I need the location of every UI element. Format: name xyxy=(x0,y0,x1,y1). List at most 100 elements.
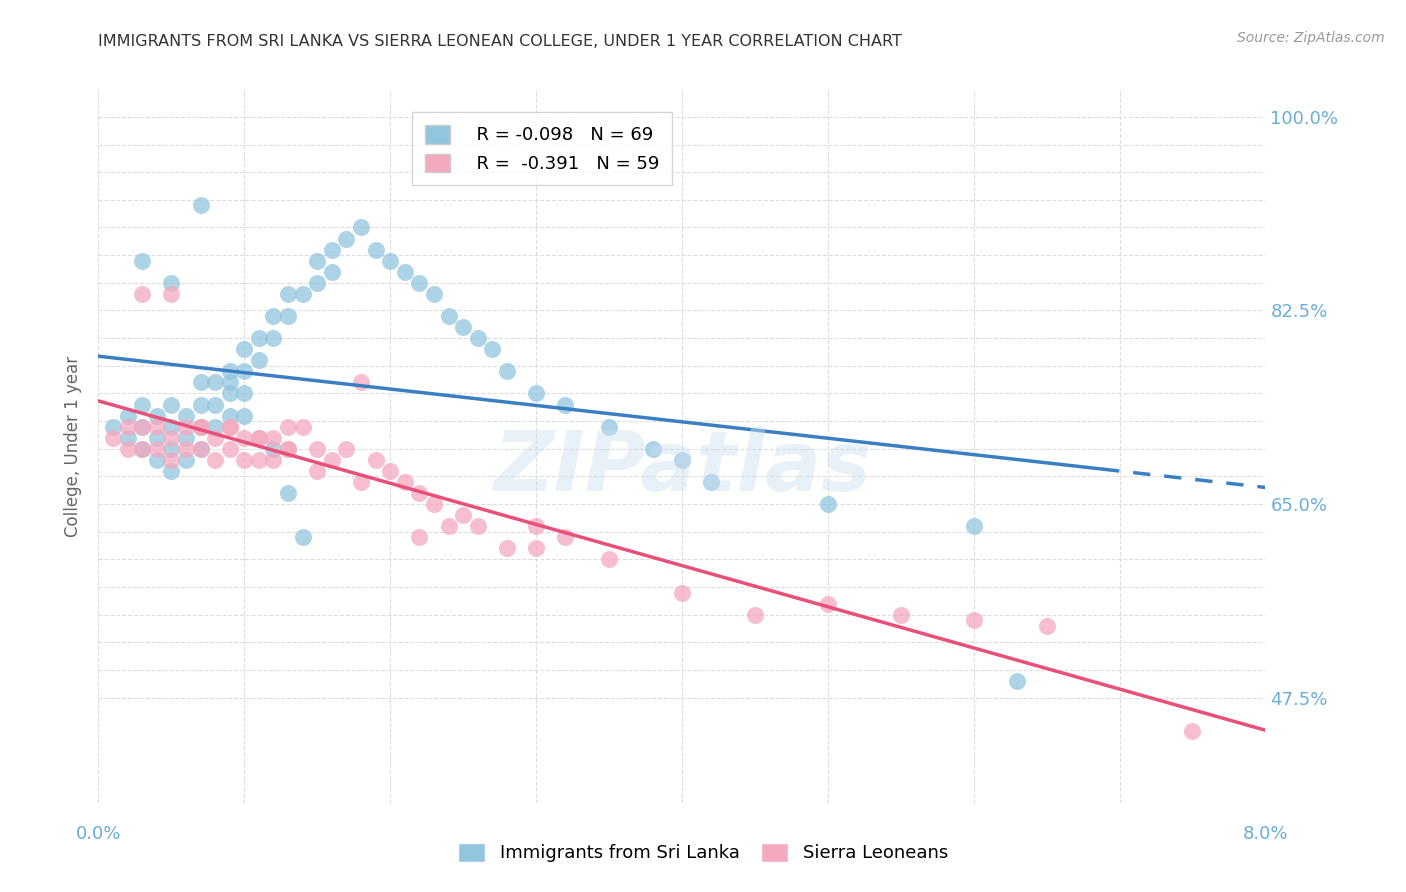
Point xyxy=(146,419,169,434)
Point xyxy=(174,453,197,467)
Point xyxy=(962,519,984,533)
Text: ZIPatlas: ZIPatlas xyxy=(494,427,870,508)
Point xyxy=(131,397,153,411)
Point xyxy=(277,442,299,456)
Point xyxy=(117,409,139,423)
Point xyxy=(524,541,547,556)
Point xyxy=(335,231,357,245)
Point xyxy=(744,607,766,622)
Point xyxy=(218,419,240,434)
Point xyxy=(174,409,197,423)
Legend:   R = -0.098   N = 69,   R =  -0.391   N = 59: R = -0.098 N = 69, R = -0.391 N = 59 xyxy=(412,112,672,186)
Point xyxy=(524,519,547,533)
Point xyxy=(962,613,984,627)
Point xyxy=(335,442,357,456)
Point xyxy=(671,453,693,467)
Point xyxy=(131,419,153,434)
Point xyxy=(277,309,299,323)
Point xyxy=(350,220,373,235)
Point xyxy=(233,431,256,445)
Point xyxy=(146,442,169,456)
Point xyxy=(160,276,183,290)
Legend: Immigrants from Sri Lanka, Sierra Leoneans: Immigrants from Sri Lanka, Sierra Leonea… xyxy=(451,836,955,870)
Point xyxy=(307,442,329,456)
Point xyxy=(1181,723,1204,738)
Point xyxy=(160,431,183,445)
Point xyxy=(481,342,503,356)
Point xyxy=(160,453,183,467)
Point xyxy=(307,276,329,290)
Point xyxy=(1035,619,1057,633)
Point xyxy=(218,364,240,378)
Point xyxy=(817,497,839,511)
Point xyxy=(307,464,329,478)
Text: Source: ZipAtlas.com: Source: ZipAtlas.com xyxy=(1237,31,1385,45)
Point xyxy=(380,253,402,268)
Point xyxy=(204,397,226,411)
Point xyxy=(204,431,226,445)
Point xyxy=(174,431,197,445)
Point xyxy=(247,353,270,368)
Point xyxy=(277,419,299,434)
Point xyxy=(467,519,489,533)
Point xyxy=(218,386,240,401)
Point xyxy=(380,464,402,478)
Text: 0.0%: 0.0% xyxy=(76,825,121,843)
Point xyxy=(233,364,256,378)
Point xyxy=(554,397,576,411)
Point xyxy=(190,376,212,390)
Point xyxy=(700,475,723,489)
Point xyxy=(117,431,139,445)
Point xyxy=(174,419,197,434)
Point xyxy=(890,607,912,622)
Point xyxy=(554,530,576,544)
Point xyxy=(190,419,212,434)
Point xyxy=(451,508,474,523)
Point xyxy=(321,265,343,279)
Point xyxy=(204,453,226,467)
Point xyxy=(160,419,183,434)
Point xyxy=(233,409,256,423)
Point xyxy=(307,253,329,268)
Point xyxy=(190,442,212,456)
Point xyxy=(291,419,314,434)
Point xyxy=(277,442,299,456)
Point xyxy=(160,397,183,411)
Point xyxy=(1007,674,1029,689)
Point xyxy=(364,243,387,257)
Point xyxy=(321,453,343,467)
Point xyxy=(160,464,183,478)
Point xyxy=(598,552,620,566)
Point xyxy=(262,453,284,467)
Point xyxy=(190,442,212,456)
Point xyxy=(277,486,299,500)
Point xyxy=(423,497,446,511)
Point xyxy=(131,419,153,434)
Point xyxy=(117,442,139,456)
Point xyxy=(204,376,226,390)
Point xyxy=(408,486,430,500)
Point xyxy=(364,453,387,467)
Point xyxy=(131,286,153,301)
Point xyxy=(262,331,284,345)
Text: IMMIGRANTS FROM SRI LANKA VS SIERRA LEONEAN COLLEGE, UNDER 1 YEAR CORRELATION CH: IMMIGRANTS FROM SRI LANKA VS SIERRA LEON… xyxy=(98,34,903,49)
Point xyxy=(174,442,197,456)
Point xyxy=(291,286,314,301)
Point xyxy=(160,286,183,301)
Point xyxy=(190,397,212,411)
Point xyxy=(467,331,489,345)
Point xyxy=(437,309,460,323)
Point xyxy=(190,198,212,212)
Point xyxy=(247,431,270,445)
Point xyxy=(247,453,270,467)
Point xyxy=(408,276,430,290)
Point xyxy=(262,431,284,445)
Point xyxy=(350,376,373,390)
Point xyxy=(218,409,240,423)
Point xyxy=(247,331,270,345)
Point xyxy=(394,265,416,279)
Y-axis label: College, Under 1 year: College, Under 1 year xyxy=(65,355,83,537)
Point xyxy=(131,442,153,456)
Point xyxy=(101,419,124,434)
Point xyxy=(423,286,446,301)
